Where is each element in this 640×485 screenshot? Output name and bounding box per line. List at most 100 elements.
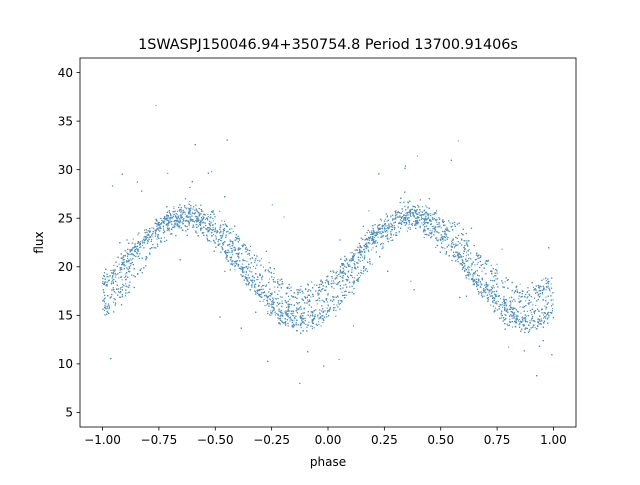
data-point xyxy=(484,289,486,291)
data-point xyxy=(403,219,405,221)
data-point xyxy=(269,314,271,316)
data-point xyxy=(215,236,217,238)
data-point xyxy=(543,288,545,290)
data-point xyxy=(103,275,106,278)
data-point xyxy=(337,302,339,304)
data-point xyxy=(301,320,303,322)
data-point xyxy=(139,246,141,248)
data-point xyxy=(231,228,233,230)
data-point xyxy=(444,247,446,249)
data-point xyxy=(211,171,213,173)
data-point xyxy=(261,258,263,260)
data-point xyxy=(207,213,209,216)
data-point xyxy=(545,279,547,282)
data-point xyxy=(214,235,216,237)
data-point xyxy=(435,213,437,215)
data-point xyxy=(372,247,374,249)
data-point xyxy=(125,273,127,275)
data-point xyxy=(518,324,520,326)
data-point xyxy=(147,233,149,235)
data-point xyxy=(396,214,398,216)
data-point xyxy=(467,274,469,276)
data-point xyxy=(151,236,153,238)
data-point xyxy=(344,260,347,262)
data-point xyxy=(352,276,354,279)
data-point xyxy=(336,304,338,306)
data-point xyxy=(432,228,434,230)
data-point xyxy=(122,257,124,259)
data-point xyxy=(519,283,521,285)
data-point xyxy=(158,228,160,230)
data-point xyxy=(311,281,313,283)
data-point xyxy=(185,207,187,209)
data-point xyxy=(292,325,294,327)
data-point xyxy=(500,317,502,319)
data-point xyxy=(123,265,125,267)
data-point xyxy=(232,244,234,246)
data-point xyxy=(515,322,517,324)
data-point xyxy=(542,314,544,316)
data-point xyxy=(402,210,404,212)
data-point xyxy=(377,228,379,230)
data-point xyxy=(468,249,470,251)
data-point xyxy=(227,259,229,262)
data-point xyxy=(437,239,439,241)
data-points-layer xyxy=(102,105,554,385)
data-point xyxy=(439,226,441,228)
data-point xyxy=(162,220,164,222)
data-point xyxy=(390,240,392,242)
data-point xyxy=(126,257,129,259)
data-point xyxy=(229,256,231,258)
data-point xyxy=(199,229,202,231)
data-point xyxy=(444,233,446,235)
data-point xyxy=(432,213,434,216)
data-point xyxy=(343,269,345,271)
data-point xyxy=(546,312,549,314)
data-point xyxy=(308,321,310,323)
data-point xyxy=(439,225,441,227)
data-point xyxy=(472,277,474,279)
data-point xyxy=(474,270,477,273)
data-point xyxy=(221,220,223,222)
data-point xyxy=(306,283,309,285)
data-point xyxy=(254,290,256,292)
data-point xyxy=(320,316,322,318)
data-point xyxy=(369,234,371,236)
data-point xyxy=(271,204,273,206)
data-point xyxy=(162,227,165,229)
data-point xyxy=(244,248,246,250)
data-point xyxy=(410,280,412,282)
data-point xyxy=(103,298,106,300)
data-point xyxy=(431,225,433,228)
data-point xyxy=(467,265,470,267)
data-point xyxy=(368,236,370,238)
data-point xyxy=(241,275,243,278)
data-point xyxy=(380,228,382,230)
data-point xyxy=(275,313,277,315)
data-point xyxy=(377,236,379,238)
data-point xyxy=(528,290,530,292)
data-point xyxy=(455,243,457,245)
data-point xyxy=(356,274,358,276)
data-point xyxy=(200,228,202,230)
data-point xyxy=(388,238,390,240)
data-point xyxy=(433,225,435,227)
data-point xyxy=(369,237,371,239)
data-point xyxy=(195,220,197,222)
data-point xyxy=(344,294,346,296)
data-point xyxy=(326,301,328,303)
data-point xyxy=(311,328,314,330)
data-point xyxy=(407,217,409,219)
data-point xyxy=(192,212,194,214)
data-point xyxy=(230,247,232,250)
data-point xyxy=(180,216,182,218)
data-point xyxy=(503,297,505,299)
data-point xyxy=(180,209,182,211)
data-point xyxy=(394,210,396,213)
data-point xyxy=(125,261,127,263)
data-point xyxy=(381,230,383,232)
data-point xyxy=(336,270,338,273)
data-point xyxy=(300,316,303,318)
data-point xyxy=(494,275,496,277)
data-point xyxy=(123,258,125,261)
